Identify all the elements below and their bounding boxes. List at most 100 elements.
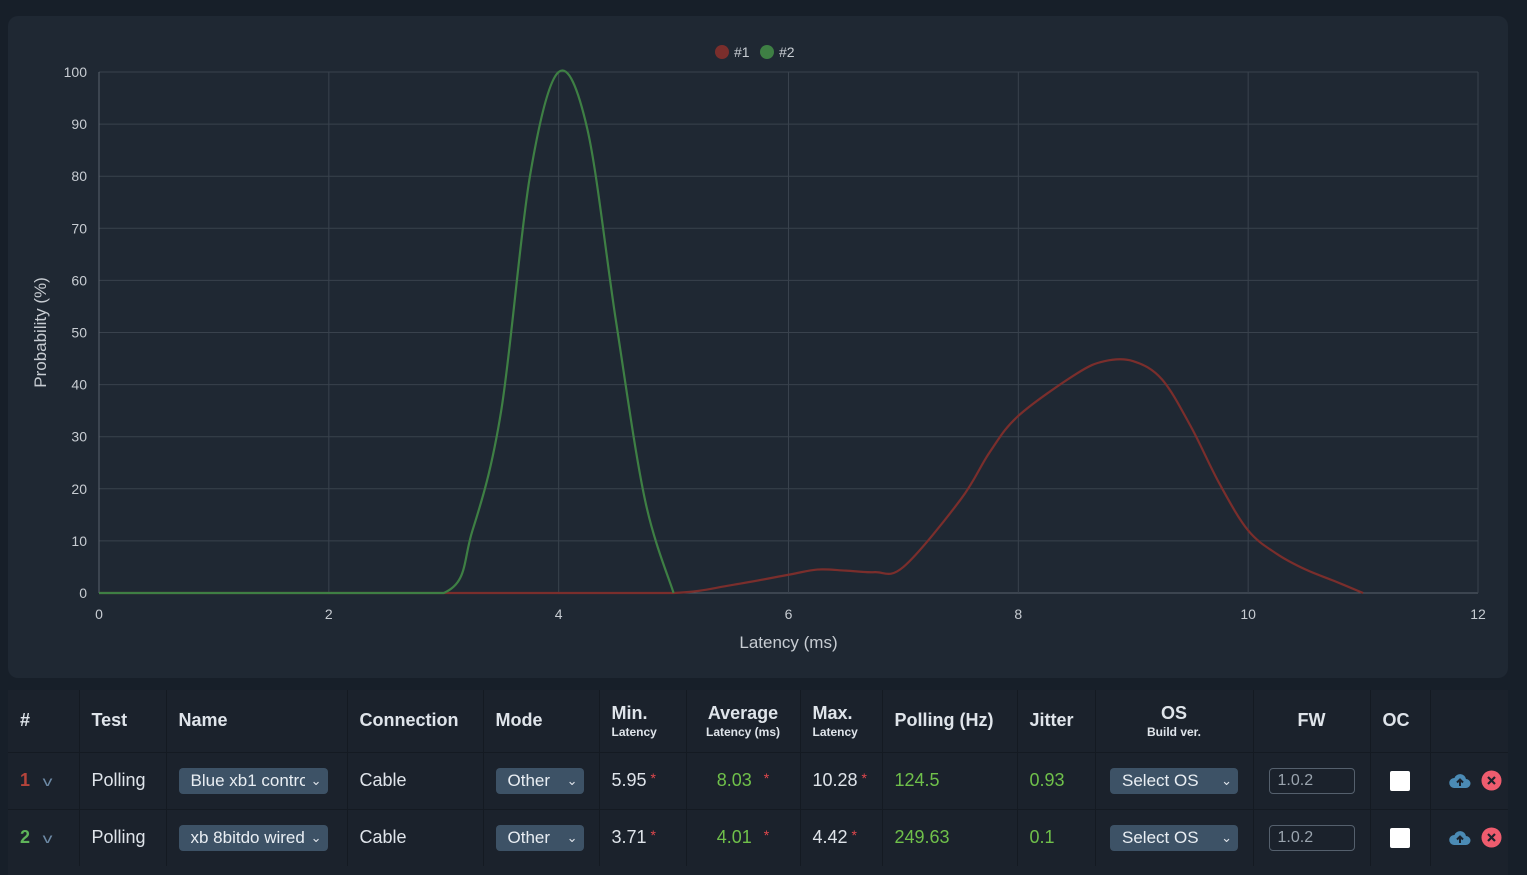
series-line-1 [99, 358, 1364, 595]
header-os-sub: Build ver. [1146, 724, 1202, 739]
name-select-value: xb 8bitdo wired [190, 827, 305, 847]
y-tick-label: 80 [71, 168, 87, 184]
row-index: 2 [20, 827, 31, 848]
chevron-down-icon: ⌄ [310, 829, 322, 845]
row-os-cell: Select OS ⌄ [1095, 752, 1254, 809]
y-tick-label: 50 [71, 325, 87, 341]
os-select[interactable]: Select OS ⌄ [1110, 824, 1238, 851]
row-min: 5.95 [611, 770, 647, 790]
header-avg-latency: Average Latency (ms) [686, 690, 801, 752]
row-mode-cell: Other ⌄ [483, 752, 600, 809]
x-axis-title: Latency (ms) [739, 633, 837, 652]
y-tick-label: 100 [64, 64, 88, 80]
header-os: OS Build ver. [1095, 690, 1254, 752]
remove-circle-icon[interactable] [1481, 827, 1502, 848]
row-fw-cell [1253, 752, 1371, 809]
y-tick-label: 60 [71, 272, 87, 288]
row-avg: 4.01 [716, 827, 752, 848]
expand-chevron-icon[interactable]: v [42, 830, 53, 847]
row-oc-cell [1370, 752, 1431, 809]
series-line-2 [99, 69, 675, 595]
row-connection: Cable [347, 752, 484, 809]
row-actions-cell [1430, 809, 1508, 866]
legend-label: #2 [779, 44, 795, 60]
row-min-cell: 3.71 * [599, 809, 687, 866]
header-jitter: Jitter [1017, 690, 1096, 752]
row-min: 3.71 [611, 827, 647, 848]
cloud-upload-icon[interactable] [1448, 830, 1471, 846]
row-actions-cell [1430, 752, 1508, 809]
row-avg-cell: 8.03 * [686, 752, 801, 809]
star-marker: * [650, 770, 656, 786]
star-marker: * [650, 827, 656, 844]
mode-select[interactable]: Other ⌄ [495, 767, 584, 794]
x-tick-label: 12 [1470, 606, 1486, 622]
row-max: 4.42 [812, 827, 848, 848]
row-mode-cell: Other ⌄ [483, 809, 600, 866]
oc-checkbox[interactable] [1390, 828, 1410, 849]
header-avg-label: Average [707, 702, 779, 723]
row-max: 10.28 [812, 770, 858, 790]
cloud-upload-icon[interactable] [1448, 773, 1471, 789]
row-os-cell: Select OS ⌄ [1095, 809, 1254, 866]
row-index: 1 [20, 770, 31, 790]
x-tick-label: 4 [555, 606, 563, 622]
y-tick-label: 10 [71, 533, 87, 549]
star-marker: * [851, 827, 857, 844]
os-select-value: Select OS [1122, 770, 1199, 790]
x-tick-label: 2 [325, 606, 333, 622]
row-max-cell: 4.42 * [800, 809, 883, 866]
header-min-latency: Min. Latency [599, 690, 687, 752]
legend-label: #1 [734, 44, 750, 60]
row-jitter: 0.93 [1017, 752, 1096, 809]
name-select-value: Blue xb1 contrc [190, 770, 305, 790]
row-polling: 249.63 [882, 809, 1018, 866]
fw-input[interactable] [1268, 767, 1355, 794]
remove-circle-icon[interactable] [1481, 770, 1502, 791]
legend-marker [715, 45, 729, 59]
chevron-down-icon: ⌄ [566, 829, 578, 845]
fw-input[interactable] [1268, 824, 1355, 851]
row-oc-cell [1370, 809, 1431, 866]
y-tick-label: 20 [71, 481, 87, 497]
x-tick-label: 10 [1240, 606, 1256, 622]
row-min-cell: 5.95 * [599, 752, 687, 809]
row-test: Polling [79, 809, 167, 866]
chevron-down-icon: ⌄ [1221, 772, 1232, 788]
y-tick-label: 30 [71, 429, 87, 445]
header-fw: FW [1253, 690, 1371, 752]
header-mode: Mode [483, 690, 600, 752]
row-connection: Cable [347, 809, 484, 866]
legend-marker [760, 45, 774, 59]
star-marker: * [763, 770, 770, 786]
oc-checkbox[interactable] [1390, 771, 1410, 792]
header-min-sub: Latency [611, 724, 657, 739]
y-tick-label: 0 [79, 585, 87, 601]
x-tick-label: 0 [95, 606, 103, 622]
chevron-down-icon: ⌄ [310, 772, 322, 788]
header-os-label: OS [1160, 702, 1187, 723]
header-polling: Polling (Hz) [882, 690, 1018, 752]
row-avg-cell: 4.01 * [686, 809, 801, 866]
expand-chevron-icon[interactable]: v [42, 773, 53, 789]
row-avg: 8.03 [716, 770, 752, 790]
header-test: Test [79, 690, 167, 752]
row-max-cell: 10.28 * [800, 752, 883, 809]
row-jitter: 0.1 [1017, 809, 1096, 866]
latency-chart: 0 10 20 30 40 50 60 70 80 90 100 0 2 4 6 8 10 12 Latency (… [31, 44, 1486, 652]
results-table-area: # Test Name Connection Mode Min. Latency… [8, 690, 1508, 875]
name-select[interactable]: Blue xb1 contrc ⌄ [178, 767, 328, 794]
table-header-row: # Test Name Connection Mode Min. Latency… [8, 690, 1508, 752]
mode-select[interactable]: Other ⌄ [495, 824, 584, 851]
y-tick-label: 70 [71, 220, 87, 236]
star-marker: * [763, 827, 770, 844]
header-min-label: Min. [611, 702, 648, 723]
header-avg-sub: Latency (ms) [705, 724, 781, 739]
os-select[interactable]: Select OS ⌄ [1110, 767, 1238, 794]
results-table: # Test Name Connection Mode Min. Latency… [8, 690, 1508, 866]
star-marker: * [861, 770, 867, 786]
name-select[interactable]: xb 8bitdo wired ⌄ [178, 824, 328, 851]
